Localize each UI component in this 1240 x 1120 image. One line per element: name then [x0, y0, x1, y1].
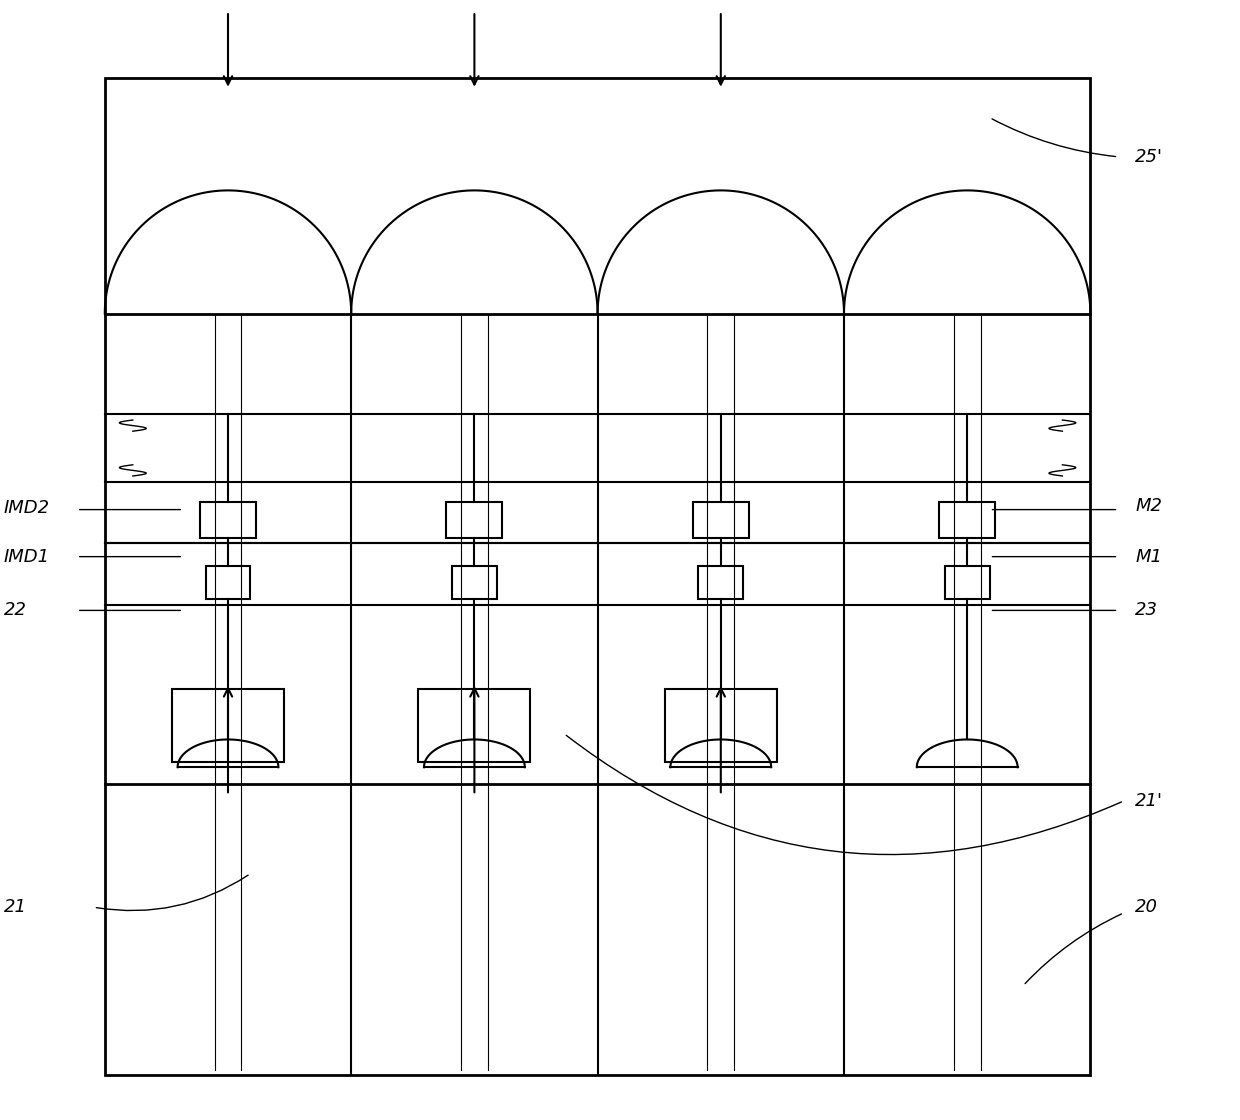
- Text: M2: M2: [1135, 497, 1162, 515]
- Text: 23: 23: [1135, 601, 1158, 619]
- Text: 21': 21': [1135, 792, 1163, 810]
- Text: 25': 25': [1135, 148, 1163, 166]
- Text: IMD2: IMD2: [4, 500, 50, 517]
- Text: IMD1: IMD1: [4, 548, 50, 566]
- Text: 22: 22: [4, 601, 27, 619]
- Text: M1: M1: [1135, 548, 1162, 566]
- Text: 21: 21: [4, 898, 27, 916]
- Text: 20: 20: [1135, 898, 1158, 916]
